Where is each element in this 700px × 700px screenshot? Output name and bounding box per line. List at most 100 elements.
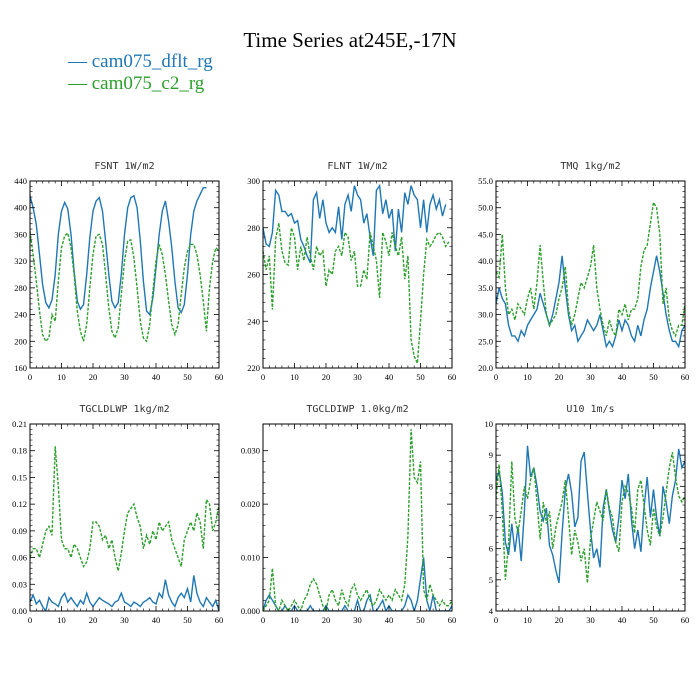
chart-title: TGCLDIWP 1.0kg/m2 — [306, 404, 408, 415]
y-tick-label: 240 — [247, 316, 260, 326]
chart-title: TGCLDLWP 1kg/m2 — [79, 404, 169, 415]
x-tick-label: 0 — [261, 372, 265, 382]
y-tick-label: 30.0 — [478, 310, 493, 320]
chart-title: FSNT 1W/m2 — [94, 161, 154, 172]
x-tick-label: 0 — [494, 615, 498, 625]
series-line-dflt — [496, 445, 685, 584]
series-line-dflt — [263, 557, 452, 611]
series-line-dflt — [263, 183, 447, 264]
x-tick-label: 20 — [322, 372, 331, 382]
y-tick-label: 240 — [14, 310, 27, 320]
y-tick-label: 55.0 — [478, 176, 493, 186]
x-tick-label: 10 — [523, 615, 532, 625]
y-tick-label: 40.0 — [478, 256, 493, 266]
x-tick-label: 20 — [555, 615, 564, 625]
y-tick-label: 50.0 — [478, 203, 493, 213]
x-tick-label: 20 — [555, 372, 564, 382]
x-tick-label: 30 — [586, 372, 595, 382]
x-tick-label: 0 — [261, 615, 265, 625]
x-tick-label: 40 — [385, 372, 394, 382]
series-line-dflt — [30, 575, 219, 611]
x-tick-label: 20 — [89, 372, 98, 382]
series-line-dflt — [30, 187, 207, 317]
y-tick-label: 440 — [14, 176, 27, 186]
x-tick-label: 30 — [120, 615, 129, 625]
x-tick-label: 60 — [681, 372, 690, 382]
x-tick-label: 10 — [57, 372, 66, 382]
x-tick-label: 50 — [183, 372, 192, 382]
y-tick-label: 280 — [247, 223, 260, 233]
y-tick-label: 220 — [247, 363, 260, 373]
y-tick-label: 0.03 — [12, 579, 27, 589]
y-tick-label: 0.09 — [12, 526, 27, 536]
x-tick-label: 30 — [586, 615, 595, 625]
y-tick-label: 400 — [14, 203, 27, 213]
y-tick-label: 35.0 — [478, 283, 493, 293]
y-tick-label: 0.030 — [241, 446, 260, 456]
x-tick-label: 10 — [57, 615, 66, 625]
x-tick-label: 40 — [618, 615, 627, 625]
chart-panel-3: TGCLDLWP 1kg/m2 0 10 20 30 40 50 60 0.00 0.03 0.06… — [12, 404, 223, 625]
legend-label-dflt: cam075_dflt_rg — [91, 51, 213, 72]
x-tick-label: 30 — [120, 372, 129, 382]
x-tick-label: 40 — [152, 372, 161, 382]
y-tick-label: 25.0 — [478, 336, 493, 346]
x-tick-label: 10 — [290, 372, 299, 382]
y-tick-label: 4 — [489, 606, 494, 616]
x-tick-label: 10 — [290, 615, 299, 625]
legend-swatch-dflt: — — [68, 51, 87, 72]
y-tick-label: 9 — [489, 450, 493, 460]
x-tick-label: 0 — [28, 372, 32, 382]
y-tick-label: 7 — [489, 513, 493, 523]
chart-title: TMQ 1kg/m2 — [560, 161, 620, 172]
x-tick-label: 50 — [649, 372, 658, 382]
chart-panel-5: U10 1m/s 0 10 20 30 40 50 60 4 5 6 7 8 9 10 — [485, 404, 690, 625]
x-tick-label: 0 — [28, 615, 32, 625]
y-tick-label: 20.0 — [478, 363, 493, 373]
x-tick-label: 30 — [353, 615, 362, 625]
chart-title: FLNT 1W/m2 — [327, 161, 387, 172]
y-tick-label: 0.15 — [12, 472, 27, 482]
x-tick-label: 50 — [416, 372, 425, 382]
plot-frame — [29, 423, 220, 612]
chart-panel-4: TGCLDIWP 1.0kg/m2 0 10 20 30 40 50 60 0.000 0.010… — [241, 404, 456, 625]
chart-panel-1: FLNT 1W/m2 0 10 20 30 40 50 60 220 240 260 280 300 — [247, 161, 456, 382]
y-tick-label: 0.21 — [12, 419, 27, 429]
x-tick-label: 40 — [385, 615, 394, 625]
y-tick-label: 280 — [14, 283, 27, 293]
legend-swatch-c2: — — [68, 73, 87, 94]
chart-panel-0: FSNT 1W/m2 0 10 20 30 40 50 60 160 200 240 280 320 36… — [14, 161, 223, 382]
x-tick-label: 0 — [494, 372, 498, 382]
x-tick-label: 10 — [523, 372, 532, 382]
x-tick-label: 50 — [649, 615, 658, 625]
y-tick-label: 0.06 — [12, 553, 27, 563]
legend-entry-dflt: — cam075_dflt_rg — [68, 51, 213, 73]
x-tick-label: 30 — [353, 372, 362, 382]
chart-panel-2: TMQ 1kg/m2 0 10 20 30 40 50 60 20.0 25.0 30.0 35.0 4… — [478, 161, 689, 382]
y-tick-label: 0.010 — [241, 553, 260, 563]
x-tick-label: 60 — [448, 372, 457, 382]
y-tick-label: 160 — [14, 363, 27, 373]
series-line-c2 — [30, 446, 219, 572]
legend-label-c2: cam075_c2_rg — [91, 73, 205, 94]
legend-entry-c2: — cam075_c2_rg — [68, 73, 204, 95]
y-tick-label: 5 — [489, 575, 493, 585]
y-tick-label: 10 — [485, 419, 494, 429]
series-line-c2 — [263, 429, 452, 611]
y-tick-label: 200 — [14, 336, 27, 346]
y-tick-label: 0.020 — [241, 499, 260, 509]
chart-title: U10 1m/s — [566, 404, 614, 415]
x-tick-label: 60 — [215, 372, 224, 382]
x-tick-label: 60 — [215, 615, 224, 625]
y-tick-label: 0.000 — [241, 606, 260, 616]
series-line-c2 — [263, 222, 450, 364]
y-tick-label: 300 — [247, 176, 260, 186]
y-tick-label: 360 — [14, 229, 27, 239]
x-tick-label: 60 — [448, 615, 457, 625]
y-tick-label: 6 — [489, 544, 493, 554]
series-line-dflt — [496, 255, 685, 349]
x-tick-label: 50 — [416, 615, 425, 625]
y-tick-label: 0.12 — [12, 499, 27, 509]
x-tick-label: 20 — [89, 615, 98, 625]
